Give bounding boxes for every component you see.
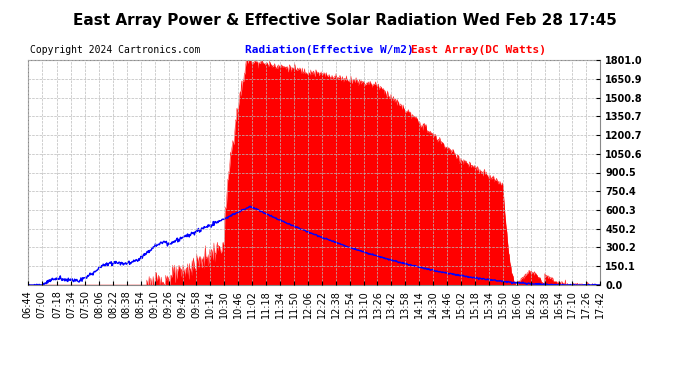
Text: Radiation(Effective W/m2): Radiation(Effective W/m2) <box>245 45 414 56</box>
Text: Copyright 2024 Cartronics.com: Copyright 2024 Cartronics.com <box>30 45 201 56</box>
Text: East Array Power & Effective Solar Radiation Wed Feb 28 17:45: East Array Power & Effective Solar Radia… <box>73 13 617 28</box>
Text: East Array(DC Watts): East Array(DC Watts) <box>411 45 546 56</box>
